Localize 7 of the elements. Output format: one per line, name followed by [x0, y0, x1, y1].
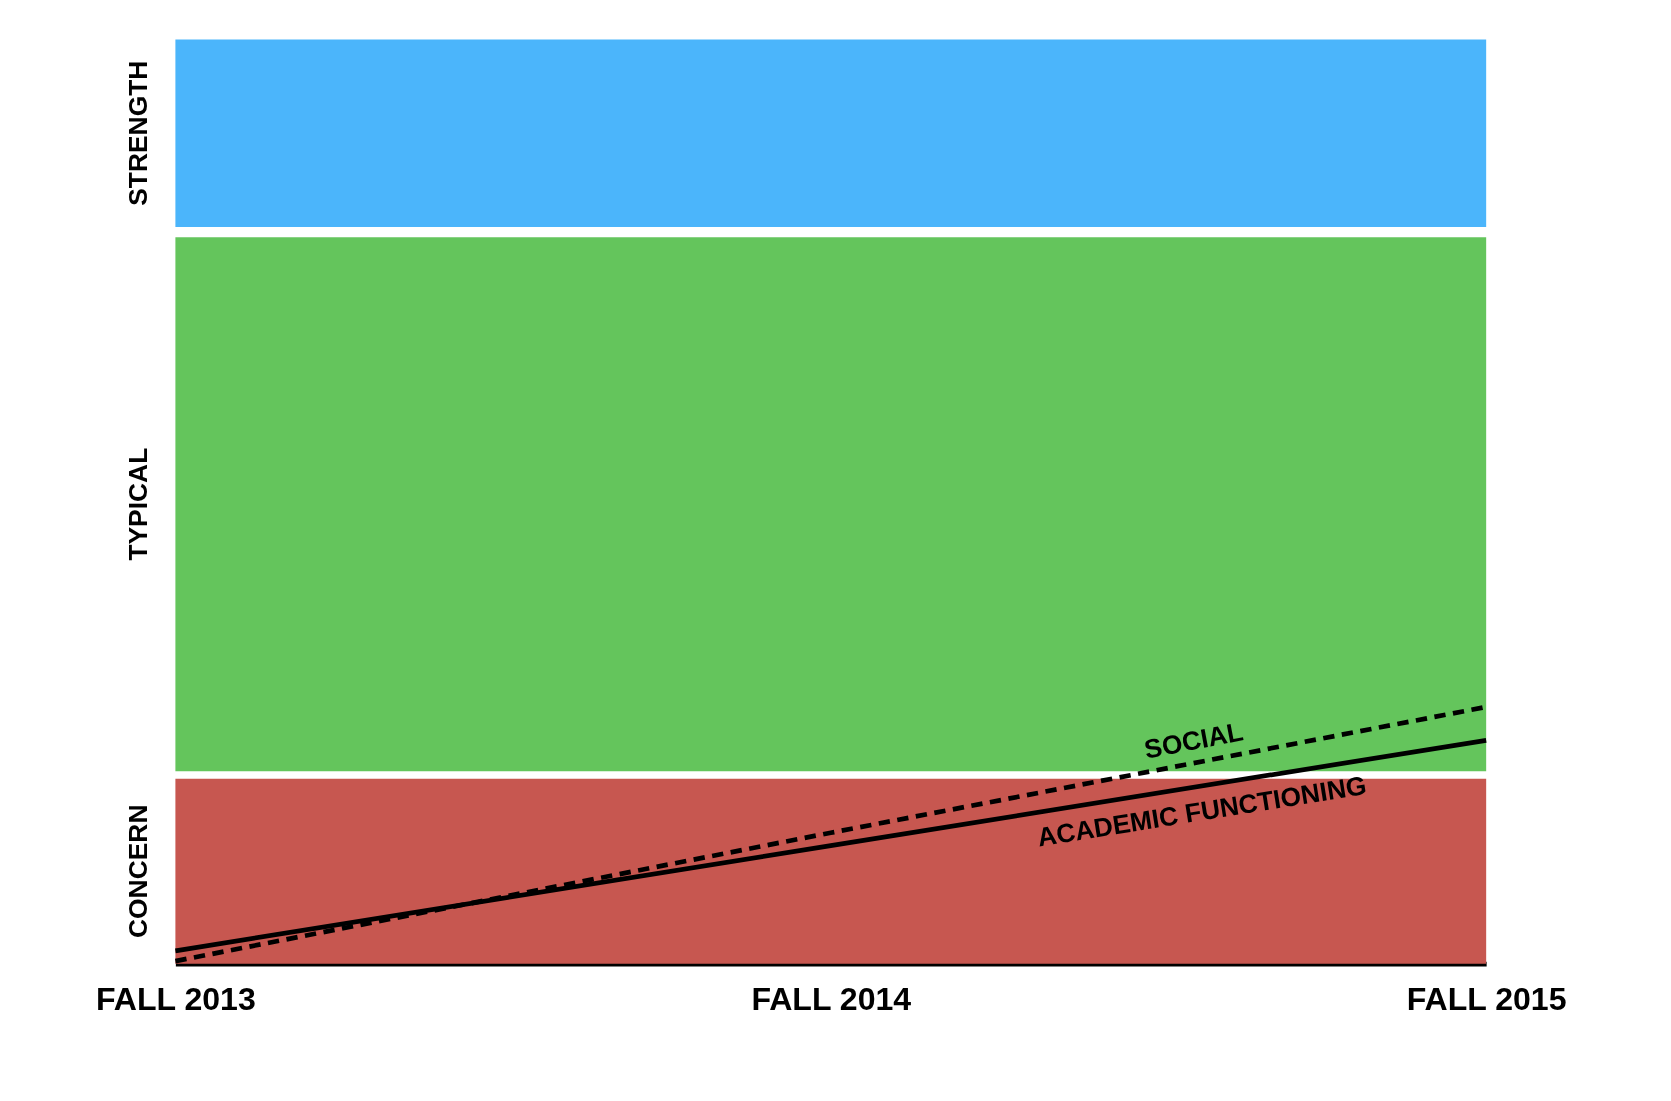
x-tick-label: FALL 2013 — [96, 981, 256, 1018]
text: SOCIAL — [1141, 716, 1246, 765]
band-label: TYPICAL — [123, 447, 154, 561]
band-label: STRENGTH — [123, 60, 154, 206]
x-tick-label: FALL 2015 — [1406, 981, 1567, 1018]
band-label: CONCERN — [123, 804, 154, 938]
x-tick-label: FALL 2014 — [751, 981, 912, 1018]
